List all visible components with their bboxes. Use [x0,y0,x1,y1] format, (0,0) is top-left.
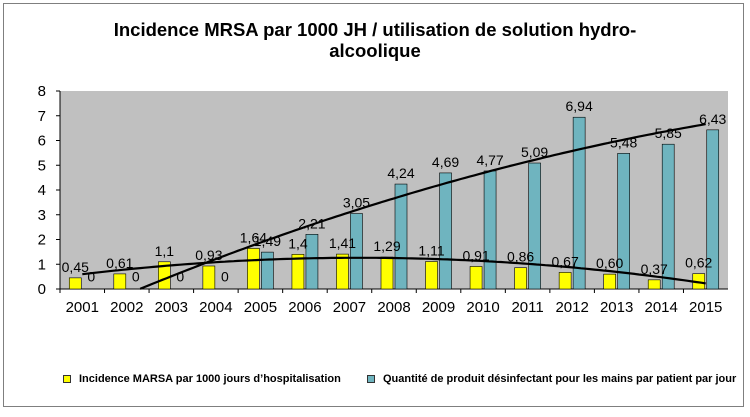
bar-disinfectant [394,183,408,290]
bar-mrsa [113,273,127,290]
plot-area [60,91,728,289]
chart-title-line-2: alcoolique [329,40,421,61]
data-label-disinfectant: 5,85 [655,125,682,141]
bar-disinfectant [661,143,675,290]
y-tick-label: 2 [38,232,46,249]
legend-swatch-mrsa [63,375,71,383]
trendline-mrsa [82,256,706,285]
bar-mrsa [469,266,483,290]
y-tick-label: 1 [38,256,46,273]
x-tick-label: 2010 [466,299,499,316]
data-label-disinfectant: 4,24 [387,165,414,181]
y-tick-label: 0 [38,281,46,298]
bar-mrsa [514,267,527,290]
y-tick-label: 4 [38,182,46,199]
data-label-mrsa: 1,41 [329,235,356,251]
data-label-mrsa: 0,37 [641,261,668,277]
chart-title: Incidence MRSA par 1000 JH / utilisation… [0,19,750,61]
data-label-disinfectant: 0 [176,269,184,285]
x-tick-label: 2004 [199,299,232,316]
bar-mrsa [336,253,349,290]
x-tick-label: 2014 [645,299,678,316]
data-label-mrsa: 1,4 [288,235,308,251]
bar-mrsa [380,256,394,290]
legend-item-disinfectant: Quantité de produit désinfectant pour le… [367,373,736,385]
x-tick-label: 2006 [288,299,321,316]
bar-mrsa [158,261,171,290]
bar-mrsa [68,277,82,290]
bar-disinfectant [572,116,586,290]
data-label-disinfectant: 1,49 [254,233,281,249]
data-label-mrsa: 0,67 [552,253,579,269]
legend-label-disinfectant: Quantité de produit désinfectant pour le… [383,373,737,385]
x-tick-label: 2009 [422,299,455,316]
data-label-mrsa: 1,1 [155,243,175,259]
data-label-mrsa: 1,29 [373,238,400,254]
data-label-mrsa: 0,93 [195,247,222,263]
data-label-mrsa: 0,45 [62,259,89,275]
data-label-disinfectant: 0 [132,269,140,285]
x-tick-label: 2005 [244,299,277,316]
x-tick-label: 2011 [511,299,543,316]
x-tick-label: 2008 [377,299,410,316]
bar-mrsa [647,279,661,290]
data-label-mrsa: 0,61 [106,255,133,271]
data-label-disinfectant: 5,48 [610,134,637,150]
x-tick-label: 2013 [600,299,633,316]
legend-item-mrsa: Incidence MARSA par 1000 jours d’hospita… [63,373,341,385]
data-label-disinfectant: 6,43 [699,111,726,127]
chart-legend: Incidence MARSA par 1000 jours d’hospita… [0,373,750,393]
bar-mrsa [603,273,616,290]
bar-disinfectant [617,153,630,290]
x-tick-label: 2012 [555,299,588,316]
data-label-mrsa: 1,64 [240,229,267,245]
data-label-disinfectant: 3,05 [343,195,370,211]
data-label-disinfectant: 0 [221,269,229,285]
legend-swatch-disinfectant [367,375,375,383]
bar-disinfectant [261,251,274,290]
bar-mrsa [558,272,572,290]
trendline-disinfectant [139,123,706,290]
x-tick-label: 2007 [333,299,366,316]
bar-disinfectant [350,213,363,290]
bar-mrsa [425,261,438,290]
x-tick-label: 2003 [155,299,188,316]
x-tick-label: 2015 [689,299,722,316]
data-label-mrsa: 0,60 [596,255,623,271]
y-tick-label: 3 [38,207,46,224]
legend-label-mrsa: Incidence MARSA par 1000 jours d’hospita… [79,373,341,385]
y-tick-label: 5 [38,157,46,174]
bar-disinfectant [706,129,720,290]
data-label-disinfectant: 4,77 [476,152,503,168]
data-label-mrsa: 1,11 [418,243,444,259]
bar-disinfectant [528,162,541,290]
data-label-disinfectant: 2,21 [298,215,325,231]
bar-disinfectant [439,172,452,290]
data-label-mrsa: 0,62 [685,255,712,271]
bar-disinfectant [305,234,319,290]
x-tick-label: 2001 [66,299,99,316]
data-label-mrsa: 0,86 [507,249,534,265]
data-label-disinfectant: 0 [87,269,95,285]
bar-disinfectant [483,170,497,290]
bar-mrsa [291,254,305,290]
x-tick-label: 2002 [110,299,143,316]
data-label-mrsa: 0,91 [462,247,489,263]
y-tick-label: 7 [38,108,46,125]
y-tick-label: 8 [38,83,46,100]
chart-title-line-1: Incidence MRSA par 1000 JH / utilisation… [113,19,637,40]
data-label-disinfectant: 5,09 [521,144,548,160]
bar-mrsa [202,265,216,290]
bar-mrsa [247,248,260,290]
data-label-disinfectant: 6,94 [566,98,593,114]
y-tick-label: 6 [38,133,46,150]
data-label-disinfectant: 4,69 [432,154,459,170]
